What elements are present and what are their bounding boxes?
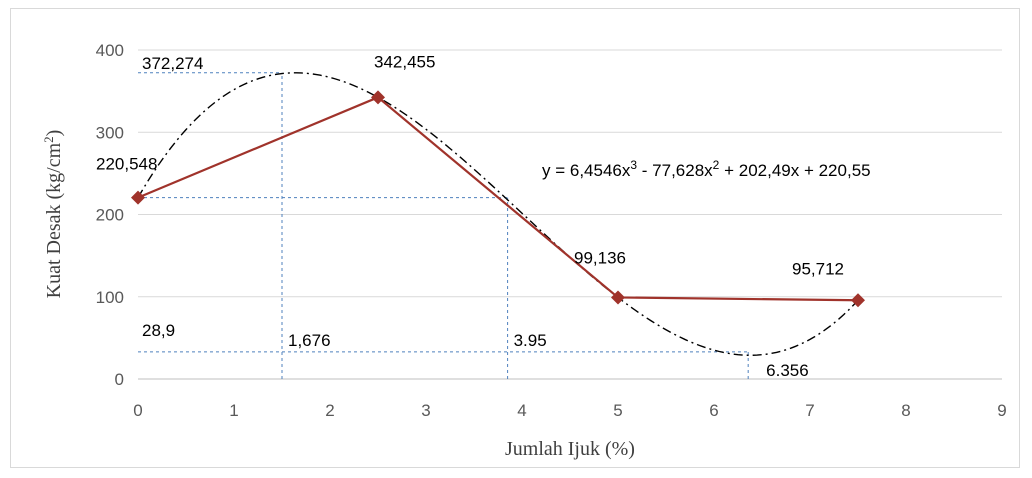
data-label-2: 99,136 — [574, 248, 626, 267]
eq-sup-1: 3 — [630, 158, 637, 172]
x-tick-0: 0 — [133, 401, 142, 420]
x-tick-3: 3 — [421, 401, 430, 420]
y-axis-title-sup: 2 — [41, 136, 56, 143]
data-point-0 — [131, 190, 145, 205]
data-label-3: 95,712 — [792, 259, 844, 278]
eq-part-2: - 77,628x — [637, 161, 713, 180]
annotation-label-3: 1,676 — [288, 331, 331, 350]
annotation-label-5: 6.356 — [766, 361, 809, 380]
y-tick-0: 0 — [115, 370, 124, 389]
trendline-group — [137, 72, 859, 356]
gridlines — [138, 49, 1002, 380]
annotation-label-4: 3.95 — [514, 331, 547, 350]
x-tick-2: 2 — [325, 401, 334, 420]
y-axis-title-main: Kuat Desak (kg/cm — [43, 142, 65, 298]
series-group — [131, 90, 865, 308]
x-tick-5: 5 — [613, 401, 622, 420]
labels-group: 372,274 28,9 1,676 3.95 6.356 220,548 342,455 9… — [96, 52, 844, 380]
y-tick-200: 200 — [96, 206, 124, 225]
y-axis-title: Kuat Desak (kg/cm2) — [41, 130, 66, 299]
y-tick-400: 400 — [96, 41, 124, 60]
trendline-equation: y = 6,4546x3 - 77,628x2 + 202,49x + 220,… — [542, 158, 871, 180]
series-line-0 — [137, 96, 859, 302]
x-tick-1: 1 — [229, 401, 238, 420]
eq-part-3: + 202,49x + 220,55 — [719, 161, 870, 180]
annotation-label-2: 28,9 — [142, 321, 175, 340]
data-point-2 — [611, 290, 625, 305]
y-axis-title-end: ) — [43, 130, 65, 137]
annotation-label-0: 372,274 — [142, 54, 203, 73]
ticks-group: 0 100 200 300 400 0 1 2 3 4 5 6 7 8 9 — [96, 41, 1007, 420]
x-tick-9: 9 — [997, 401, 1006, 420]
x-tick-8: 8 — [901, 401, 910, 420]
eq-part-1: y = 6,4546x — [542, 161, 631, 180]
eq-sup-2: 2 — [713, 158, 720, 172]
y-tick-300: 300 — [96, 123, 124, 142]
x-axis-title: Jumlah Ijuk (%) — [505, 438, 635, 460]
data-label-1: 342,455 — [374, 52, 435, 71]
data-label-0: 220,548 — [96, 155, 157, 174]
x-tick-7: 7 — [805, 401, 814, 420]
data-point-1 — [371, 90, 385, 105]
data-point-3 — [851, 293, 865, 308]
chart-frame — [10, 8, 1020, 468]
trendline — [137, 72, 859, 356]
x-tick-6: 6 — [709, 401, 718, 420]
guide-lines — [138, 72, 749, 379]
x-tick-4: 4 — [517, 401, 526, 420]
y-tick-100: 100 — [96, 288, 124, 307]
